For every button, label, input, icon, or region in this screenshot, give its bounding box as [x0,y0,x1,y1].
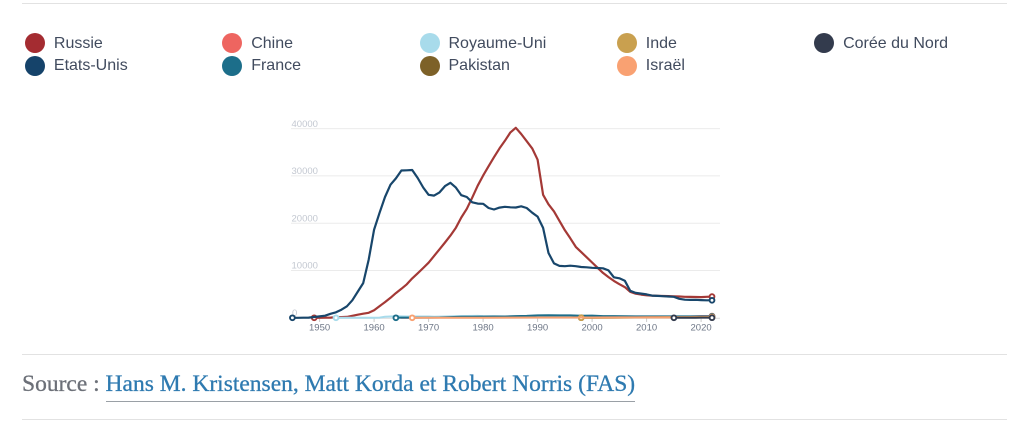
svg-text:1950: 1950 [309,323,330,334]
svg-text:1970: 1970 [418,323,439,334]
svg-text:20000: 20000 [292,213,318,224]
svg-text:1990: 1990 [527,323,548,334]
svg-text:2000: 2000 [582,323,603,334]
svg-text:2010: 2010 [636,323,657,334]
svg-text:0: 0 [292,308,297,319]
svg-text:30000: 30000 [292,166,318,177]
svg-text:2020: 2020 [691,323,712,334]
svg-text:10000: 10000 [292,261,318,272]
svg-text:40000: 40000 [292,119,318,130]
svg-text:1980: 1980 [473,323,494,334]
svg-text:1960: 1960 [364,323,385,334]
